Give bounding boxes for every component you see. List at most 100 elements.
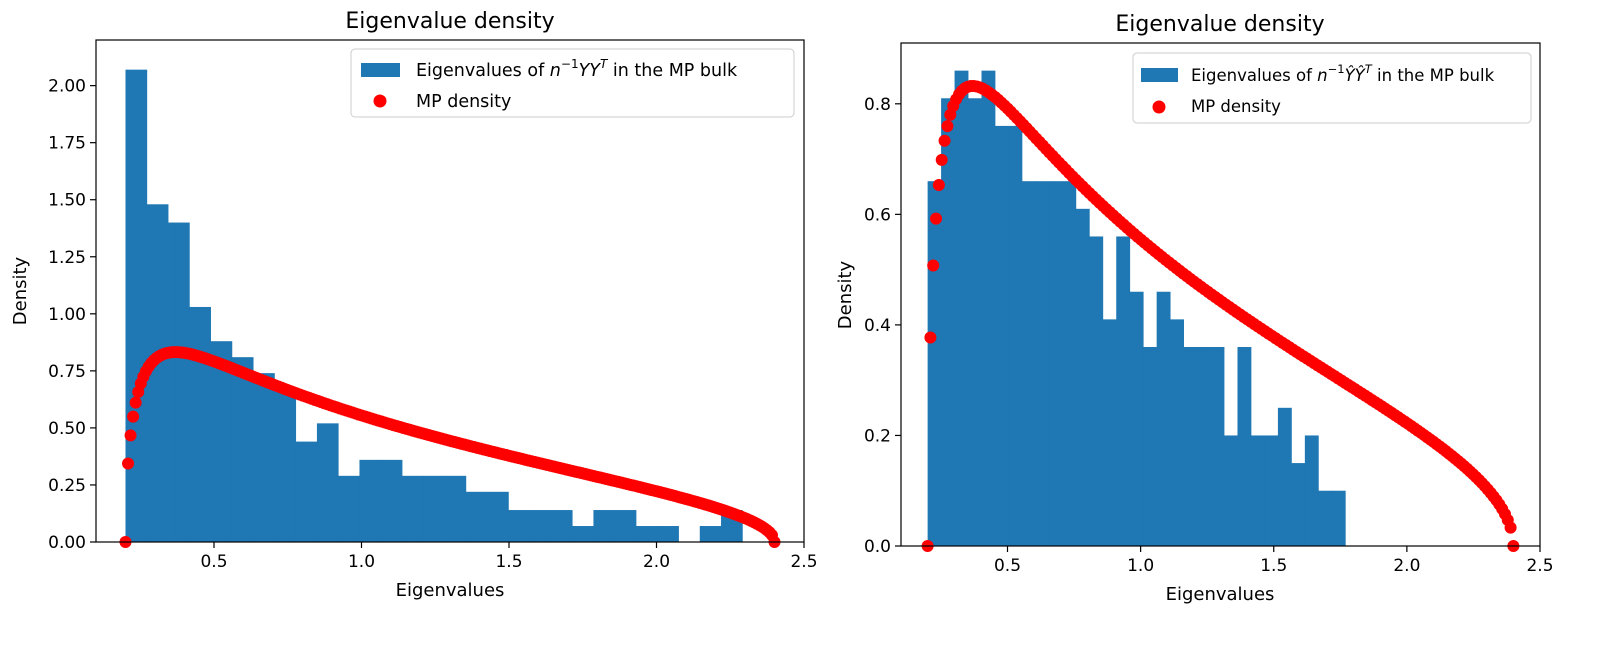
y-tick-label: 0.8 <box>864 95 891 115</box>
y-tick-label: 0.00 <box>48 533 86 553</box>
right-legend-density-label: MP density <box>1191 97 1281 116</box>
x-tick-label: 2.5 <box>1526 556 1553 576</box>
histogram-bar <box>1102 319 1117 546</box>
histogram-bar <box>593 510 616 542</box>
histogram-bar <box>125 69 148 542</box>
left-legend: Eigenvalues of n−1YYT in the MP bulk MP … <box>350 48 795 118</box>
histogram-bar <box>402 475 424 542</box>
histogram-bar <box>1021 181 1036 546</box>
left-y-axis-label: Density <box>10 256 31 325</box>
histogram-bar <box>1224 435 1238 546</box>
x-tick-label: 0.5 <box>200 552 227 572</box>
histogram-bar <box>1197 347 1211 546</box>
histogram-bar <box>231 357 254 542</box>
right-legend-hist-swatch <box>1141 68 1178 82</box>
right-chart-title: Eigenvalue density <box>1115 12 1324 37</box>
histogram-bar <box>1089 236 1104 546</box>
histogram-bar <box>316 423 339 542</box>
histogram-bar <box>295 441 318 542</box>
left-chart: Eigenvalue density 0.5 1.0 1.5 2.0 2.5 0.00 0… <box>10 9 818 601</box>
histogram-bar <box>253 373 275 542</box>
right-chart: Eigenvalue density 0.5 1.0 1.5 2.0 2.5 0.00.… <box>835 12 1554 605</box>
right-legend-box <box>1132 52 1532 124</box>
mp-density-point <box>924 331 937 344</box>
histogram-bar <box>699 526 722 542</box>
left-x-axis-label: Eigenvalues <box>396 580 505 601</box>
mp-density-point <box>938 134 951 147</box>
right-legend: Eigenvalues of n−1ŶŶT in the MP bulk MP … <box>1132 52 1532 124</box>
x-tick-label: 1.5 <box>495 552 522 572</box>
right-x-ticks: 0.5 1.0 1.5 2.0 2.5 <box>994 546 1554 576</box>
histogram-bar <box>1075 208 1090 547</box>
histogram-bar <box>1170 319 1184 546</box>
mp-density-point <box>129 396 142 409</box>
x-tick-label: 1.0 <box>1127 556 1154 576</box>
y-tick-label: 0.2 <box>864 426 891 446</box>
left-legend-density-marker <box>373 94 387 108</box>
y-tick-label: 0.50 <box>48 419 86 439</box>
histogram-bar <box>1183 347 1198 546</box>
histogram-bar <box>635 526 658 542</box>
histogram-bar <box>380 459 403 542</box>
left-x-ticks: 0.5 1.0 1.5 2.0 2.5 <box>200 542 818 572</box>
histogram-bar <box>994 125 1009 547</box>
histogram-bar <box>1035 181 1050 546</box>
mp-density-point <box>127 410 140 423</box>
y-tick-label: 1.00 <box>48 305 86 325</box>
y-tick-label: 0.0 <box>864 537 891 557</box>
right-y-ticks: 0.0 0.2 0.4 0.6 0.8 <box>864 95 901 557</box>
histogram-bar <box>1116 236 1131 546</box>
histogram-bar <box>927 181 942 546</box>
right-axes-frame <box>900 42 1541 547</box>
left-legend-hist-label: Eigenvalues of n−1YYT in the MP bulk <box>416 57 738 81</box>
histogram-bar <box>168 222 190 542</box>
mp-density-point <box>1504 521 1517 534</box>
left-chart-title: Eigenvalue density <box>345 9 554 34</box>
x-tick-label: 2.5 <box>790 552 817 572</box>
histogram-bar <box>487 491 509 542</box>
histogram-bar <box>550 510 573 542</box>
y-tick-label: 1.75 <box>48 134 86 154</box>
left-legend-hist-swatch <box>361 63 400 77</box>
left-histogram <box>125 69 743 543</box>
histogram-bar <box>1062 181 1077 546</box>
histogram-bar <box>423 475 445 542</box>
x-tick-label: 1.0 <box>348 552 375 572</box>
histogram-bar <box>465 491 488 542</box>
x-tick-label: 2.0 <box>643 552 670 572</box>
mp-density-point <box>124 429 137 442</box>
x-tick-label: 0.5 <box>994 556 1021 576</box>
histogram-bar <box>1304 435 1319 546</box>
histogram-bar <box>1210 347 1225 546</box>
histogram-bar <box>1237 347 1252 546</box>
y-tick-label: 0.75 <box>48 362 86 382</box>
histogram-bar <box>954 70 969 546</box>
right-legend-hist-label: Eigenvalues of n−1ŶŶT in the MP bulk <box>1191 62 1495 85</box>
histogram-bar <box>1048 181 1063 546</box>
y-tick-label: 1.50 <box>48 191 86 211</box>
x-tick-label: 1.5 <box>1260 556 1287 576</box>
histogram-bar <box>146 204 169 543</box>
histogram-bar <box>941 98 955 547</box>
histogram-bar <box>1156 291 1171 546</box>
mp-density-point <box>941 120 954 133</box>
histogram-bar <box>1291 463 1306 546</box>
mp-density-point <box>927 259 940 272</box>
histogram-bar <box>657 526 679 542</box>
histogram-bar <box>614 510 637 542</box>
histogram-bar <box>1331 490 1346 546</box>
left-mp-density <box>119 346 781 548</box>
histogram-bar <box>359 459 382 542</box>
histogram-bar <box>444 475 467 542</box>
histogram-bar <box>1008 125 1023 547</box>
histogram-bar <box>572 526 594 542</box>
histogram-bar <box>189 306 211 542</box>
mp-density-point <box>932 178 945 191</box>
left-axes-frame <box>95 39 805 543</box>
right-y-axis-label: Density <box>835 260 856 329</box>
histogram-bar <box>274 391 297 542</box>
right-histogram <box>927 70 1346 547</box>
y-tick-label: 0.4 <box>864 316 891 336</box>
mp-density-point <box>122 457 135 470</box>
